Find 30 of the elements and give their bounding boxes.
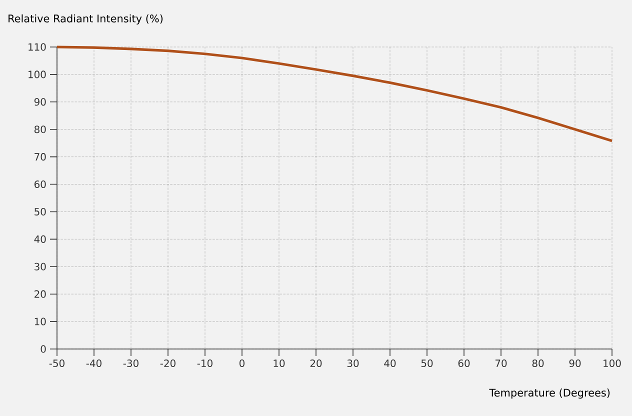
- y-tick-label: 70: [34, 153, 46, 161]
- x-tick-label: -30: [123, 360, 138, 368]
- y-axis-title: Relative Radiant Intensity (%): [8, 14, 163, 24]
- y-tick-label: 50: [34, 208, 46, 216]
- y-tick-label: 30: [34, 262, 46, 270]
- y-tick-label: 80: [34, 126, 46, 134]
- y-tick-label: 110: [28, 43, 46, 51]
- y-tick-label: 40: [34, 235, 46, 243]
- x-tick-label: -50: [49, 360, 64, 368]
- y-tick-label: 0: [40, 345, 46, 353]
- y-tick-label: 90: [34, 98, 46, 106]
- x-tick-label: 70: [495, 360, 507, 368]
- x-tick-label: 10: [274, 360, 285, 368]
- y-tick-label: 20: [34, 290, 46, 298]
- x-tick-label: 20: [310, 360, 322, 368]
- x-axis-title: Temperature (Degrees): [489, 388, 610, 399]
- x-tick-label: 80: [532, 360, 544, 368]
- y-tick-label: 60: [34, 180, 46, 188]
- x-tick-label: -20: [160, 360, 176, 368]
- x-tick-label: -40: [86, 360, 102, 368]
- x-tick-label: 40: [384, 360, 396, 368]
- y-tick-label: 100: [28, 70, 46, 78]
- x-tick-label: -10: [197, 360, 212, 368]
- x-tick-label: 90: [569, 360, 581, 368]
- y-tick-label: 10: [34, 318, 46, 326]
- x-tick-label: 100: [604, 360, 621, 368]
- x-tick-label: 50: [421, 360, 433, 368]
- x-tick-label: 0: [239, 360, 245, 368]
- x-tick-label: 30: [347, 360, 359, 368]
- x-tick-label: 60: [458, 360, 470, 368]
